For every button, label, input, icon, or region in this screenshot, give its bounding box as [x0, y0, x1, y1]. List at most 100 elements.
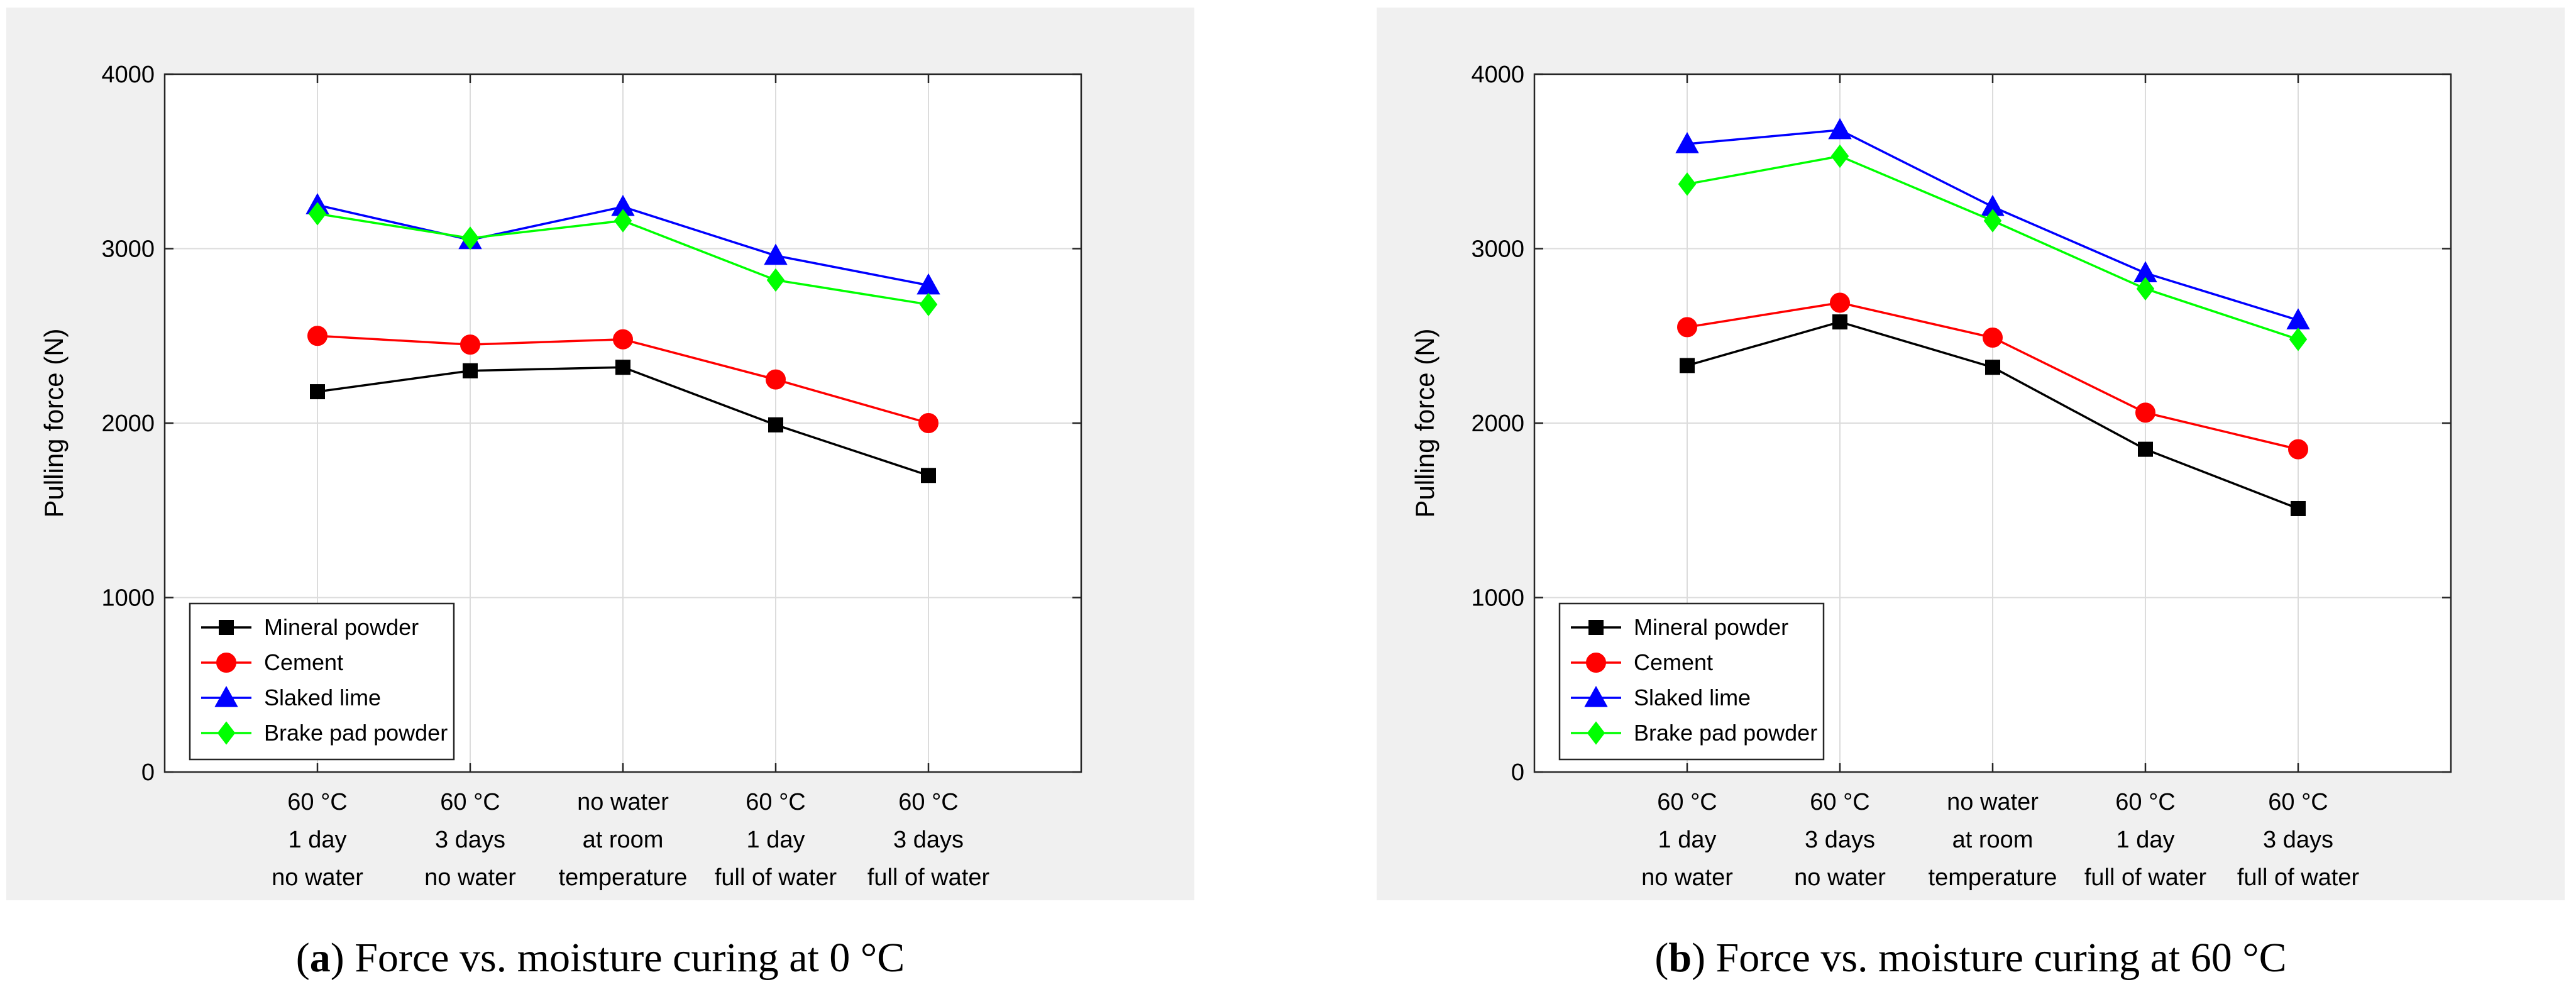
- data-point: [1830, 292, 1850, 313]
- series-brake-pad-powder: [1678, 144, 2308, 351]
- data-point: [1985, 360, 2000, 375]
- x-tick-label: 60 °C: [746, 789, 805, 815]
- data-point: [2138, 441, 2153, 457]
- data-point: [1983, 209, 2002, 233]
- legend-label: Cement: [1634, 649, 1713, 675]
- legend-marker: [217, 721, 236, 745]
- panel-caption: (a) Force vs. moisture curing at 0 °C: [296, 935, 905, 981]
- caption-text: Force vs. moisture curing at 60 °C: [1716, 935, 2287, 981]
- series-mineral-powder: [1680, 314, 2306, 516]
- x-tick-label: no water: [1794, 864, 1886, 891]
- data-point: [764, 243, 788, 265]
- x-tick-label: 1 day: [2116, 827, 2175, 853]
- data-point: [1675, 131, 1699, 153]
- data-point: [921, 468, 936, 483]
- series-brake-pad-powder: [308, 202, 938, 316]
- data-point: [307, 326, 328, 346]
- data-point: [463, 363, 478, 378]
- legend-label: Mineral powder: [1634, 614, 1788, 640]
- y-tick-label: 3000: [1471, 236, 1524, 263]
- data-point: [768, 417, 783, 433]
- data-point: [2288, 439, 2308, 460]
- x-tick-label: 60 °C: [1810, 789, 1869, 815]
- data-point: [614, 209, 632, 233]
- y-axis-title: Pulling force (N): [1410, 328, 1439, 517]
- data-point: [766, 268, 785, 292]
- data-point: [1830, 144, 1849, 168]
- y-tick-label: 0: [1511, 759, 1524, 786]
- x-tick-label: temperature: [559, 864, 688, 891]
- y-tick-label: 1000: [1471, 585, 1524, 612]
- legend-label: Mineral powder: [264, 614, 419, 640]
- legend-label: Slaked lime: [1634, 685, 1751, 710]
- legend-label: Brake pad powder: [1634, 720, 1817, 746]
- data-point: [615, 360, 630, 375]
- data-point: [919, 292, 938, 316]
- data-point: [2135, 402, 2155, 423]
- x-tick-label: no water: [1641, 864, 1733, 891]
- x-tick-label: at room: [583, 827, 664, 853]
- legend-marker: [216, 653, 236, 673]
- data-point: [460, 334, 480, 355]
- series-cement: [307, 326, 938, 433]
- data-point: [1678, 172, 1697, 196]
- legend-marker: [1587, 721, 1605, 745]
- data-point: [1832, 314, 1847, 330]
- x-tick-label: 60 °C: [287, 789, 347, 815]
- y-tick-label: 4000: [101, 62, 155, 88]
- panel-label: b: [1668, 935, 1692, 981]
- chart-panel-b: 0 1000 2000 3000 4000 60 °C 1 day no water 60 °C…: [1377, 8, 2565, 981]
- x-tick-label: full of water: [2237, 864, 2360, 891]
- legend-marker: [1588, 620, 1604, 635]
- caption-text: Force vs. moisture curing at 0 °C: [355, 935, 905, 981]
- data-point: [1828, 118, 1852, 140]
- panel-caption: (b) Force vs. moisture curing at 60 °C: [1654, 935, 2286, 981]
- data-point: [310, 384, 325, 400]
- legend: Mineral powder Cement Slaked lime Brake pad…: [189, 602, 455, 761]
- x-tick-label: 3 days: [893, 827, 964, 853]
- legend-marker: [214, 685, 238, 707]
- x-tick-label: 3 days: [435, 827, 505, 853]
- y-tick-label: 0: [141, 759, 155, 786]
- x-tick-label: no water: [1947, 789, 2039, 815]
- data-point: [1983, 328, 2003, 348]
- data-point: [766, 369, 786, 390]
- x-tick-label: 3 days: [1805, 827, 1875, 853]
- data-point: [2136, 277, 2155, 301]
- series-mineral-powder: [310, 360, 936, 483]
- x-tick-label: full of water: [715, 864, 837, 891]
- legend-marker: [1584, 685, 1608, 707]
- x-tick-label: 1 day: [1658, 827, 1717, 853]
- series-cement: [1677, 292, 2308, 460]
- x-tick-label: 60 °C: [898, 789, 958, 815]
- x-tick-label: 3 days: [2263, 827, 2333, 853]
- y-tick-label: 3000: [101, 236, 155, 263]
- x-tick-label: full of water: [867, 864, 990, 891]
- x-tick-label: at room: [1952, 827, 2034, 853]
- legend-label: Cement: [264, 649, 343, 675]
- x-tick-label: 60 °C: [1657, 789, 1717, 815]
- chart-panel-a: 0 1000 2000 3000 4000 60 °C 1 day no water 60 °C…: [6, 8, 1194, 981]
- data-point: [918, 413, 938, 433]
- x-tick-label: full of water: [2084, 864, 2207, 891]
- x-tick-label: 60 °C: [440, 789, 500, 815]
- series-slaked-lime: [1675, 118, 2310, 329]
- data-point: [2289, 328, 2308, 351]
- y-tick-label: 4000: [1471, 62, 1524, 88]
- x-tick-label: temperature: [1929, 864, 2057, 891]
- x-tick-label: 60 °C: [2268, 789, 2328, 815]
- x-tick-label: 1 day: [747, 827, 805, 853]
- y-tick-label: 2000: [1471, 411, 1524, 437]
- legend-label: Slaked lime: [264, 685, 381, 710]
- y-tick-label: 1000: [101, 585, 155, 612]
- data-point: [1680, 358, 1695, 373]
- data-point: [2291, 500, 2306, 516]
- x-tick-label: no water: [272, 864, 363, 891]
- series-slaked-lime: [305, 193, 940, 295]
- y-tick-label: 2000: [101, 411, 155, 437]
- legend-marker: [219, 620, 234, 635]
- x-tick-label: 60 °C: [2115, 789, 2175, 815]
- x-tick-label: 1 day: [289, 827, 347, 853]
- y-axis-title: Pulling force (N): [39, 328, 69, 517]
